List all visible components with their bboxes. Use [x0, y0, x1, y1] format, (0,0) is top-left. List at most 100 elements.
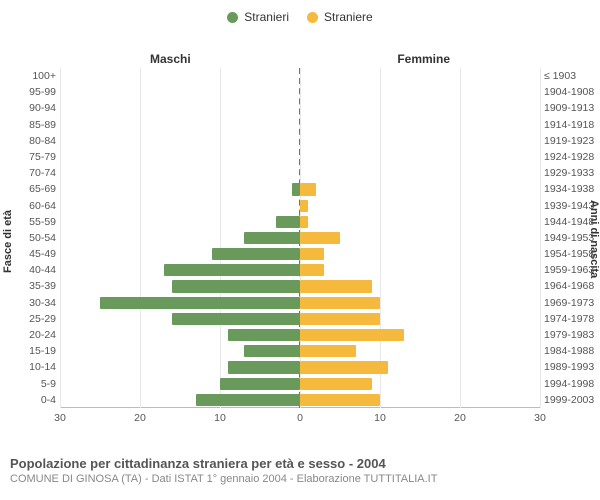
bar-male [244, 232, 300, 244]
bar-female [300, 329, 404, 341]
legend: Stranieri Straniere [0, 0, 600, 30]
y-label-birth: 1944-1948 [544, 214, 600, 230]
pyramid-chart: Maschi Femmine Fasce di età Anni di nasc… [0, 30, 600, 450]
bar-male [228, 329, 300, 341]
bar-female [300, 248, 324, 260]
legend-swatch-female [307, 12, 318, 23]
legend-item-male: Stranieri [227, 10, 289, 24]
y-label-birth: 1954-1958 [544, 246, 600, 262]
age-row [60, 392, 540, 408]
y-label-age: 60-64 [6, 198, 56, 214]
x-tick-label: 20 [454, 412, 466, 424]
y-label-birth: 1949-1953 [544, 230, 600, 246]
age-row [60, 359, 540, 375]
bar-male [276, 216, 300, 228]
y-label-birth: 1974-1978 [544, 311, 600, 327]
bar-female [300, 216, 308, 228]
y-label-birth: ≤ 1903 [544, 68, 600, 84]
y-label-birth: 1919-1923 [544, 133, 600, 149]
header-male: Maschi [150, 52, 191, 66]
footer-subtitle: COMUNE DI GINOSA (TA) - Dati ISTAT 1° ge… [10, 473, 590, 485]
bar-male [164, 264, 300, 276]
x-tick-label: 10 [374, 412, 386, 424]
x-tick-label: 30 [54, 412, 66, 424]
legend-swatch-male [227, 12, 238, 23]
y-label-age: 40-44 [6, 262, 56, 278]
y-label-age: 100+ [6, 68, 56, 84]
bar-female [300, 313, 380, 325]
y-label-age: 95-99 [6, 84, 56, 100]
y-label-birth: 1964-1968 [544, 278, 600, 294]
y-label-birth: 1994-1998 [544, 376, 600, 392]
y-label-birth: 1969-1973 [544, 295, 600, 311]
x-tick-label: 30 [534, 412, 546, 424]
bar-male [244, 345, 300, 357]
gridline [540, 68, 541, 408]
age-row [60, 214, 540, 230]
y-label-age: 85-89 [6, 117, 56, 133]
bar-male [100, 297, 300, 309]
y-label-age: 25-29 [6, 311, 56, 327]
age-row [60, 84, 540, 100]
bar-female [300, 394, 380, 406]
y-label-age: 80-84 [6, 133, 56, 149]
chart-rows [60, 68, 540, 408]
x-tick-label: 0 [297, 412, 303, 424]
y-label-birth: 1959-1963 [544, 262, 600, 278]
age-row [60, 181, 540, 197]
y-label-birth: 1909-1913 [544, 100, 600, 116]
y-label-birth: 1939-1943 [544, 198, 600, 214]
x-axis: 3020100102030 [60, 408, 540, 428]
bar-female [300, 264, 324, 276]
bar-female [300, 200, 308, 212]
y-label-age: 45-49 [6, 246, 56, 262]
bar-female [300, 361, 388, 373]
bar-male [212, 248, 300, 260]
y-label-birth: 1984-1988 [544, 343, 600, 359]
y-label-birth: 1989-1993 [544, 359, 600, 375]
legend-label-female: Straniere [324, 10, 373, 24]
legend-label-male: Stranieri [244, 10, 289, 24]
age-row [60, 311, 540, 327]
y-label-birth: 1979-1983 [544, 327, 600, 343]
bar-female [300, 232, 340, 244]
header-female: Femmine [397, 52, 450, 66]
y-label-age: 15-19 [6, 343, 56, 359]
y-label-age: 35-39 [6, 278, 56, 294]
y-label-age: 65-69 [6, 181, 56, 197]
chart-footer: Popolazione per cittadinanza straniera p… [0, 450, 600, 485]
y-label-birth: 1929-1933 [544, 165, 600, 181]
age-row [60, 278, 540, 294]
y-label-birth: 1924-1928 [544, 149, 600, 165]
bar-male [172, 313, 300, 325]
y-label-age: 20-24 [6, 327, 56, 343]
y-label-age: 70-74 [6, 165, 56, 181]
y-label-age: 10-14 [6, 359, 56, 375]
bar-male [292, 183, 300, 195]
bar-male [220, 378, 300, 390]
y-label-age: 55-59 [6, 214, 56, 230]
bar-male [196, 394, 300, 406]
bar-female [300, 183, 316, 195]
age-row [60, 376, 540, 392]
y-label-birth: 1914-1918 [544, 117, 600, 133]
y-label-age: 30-34 [6, 295, 56, 311]
age-row [60, 165, 540, 181]
age-row [60, 149, 540, 165]
bar-female [300, 345, 356, 357]
x-tick-label: 10 [214, 412, 226, 424]
bar-female [300, 280, 372, 292]
bar-male [228, 361, 300, 373]
y-label-age: 50-54 [6, 230, 56, 246]
legend-item-female: Straniere [307, 10, 373, 24]
age-row [60, 295, 540, 311]
y-label-age: 0-4 [6, 392, 56, 408]
y-label-birth: 1999-2003 [544, 392, 600, 408]
x-tick-label: 20 [134, 412, 146, 424]
age-row [60, 262, 540, 278]
y-label-birth: 1934-1938 [544, 181, 600, 197]
age-row [60, 100, 540, 116]
age-row [60, 68, 540, 84]
age-row [60, 230, 540, 246]
y-label-age: 75-79 [6, 149, 56, 165]
